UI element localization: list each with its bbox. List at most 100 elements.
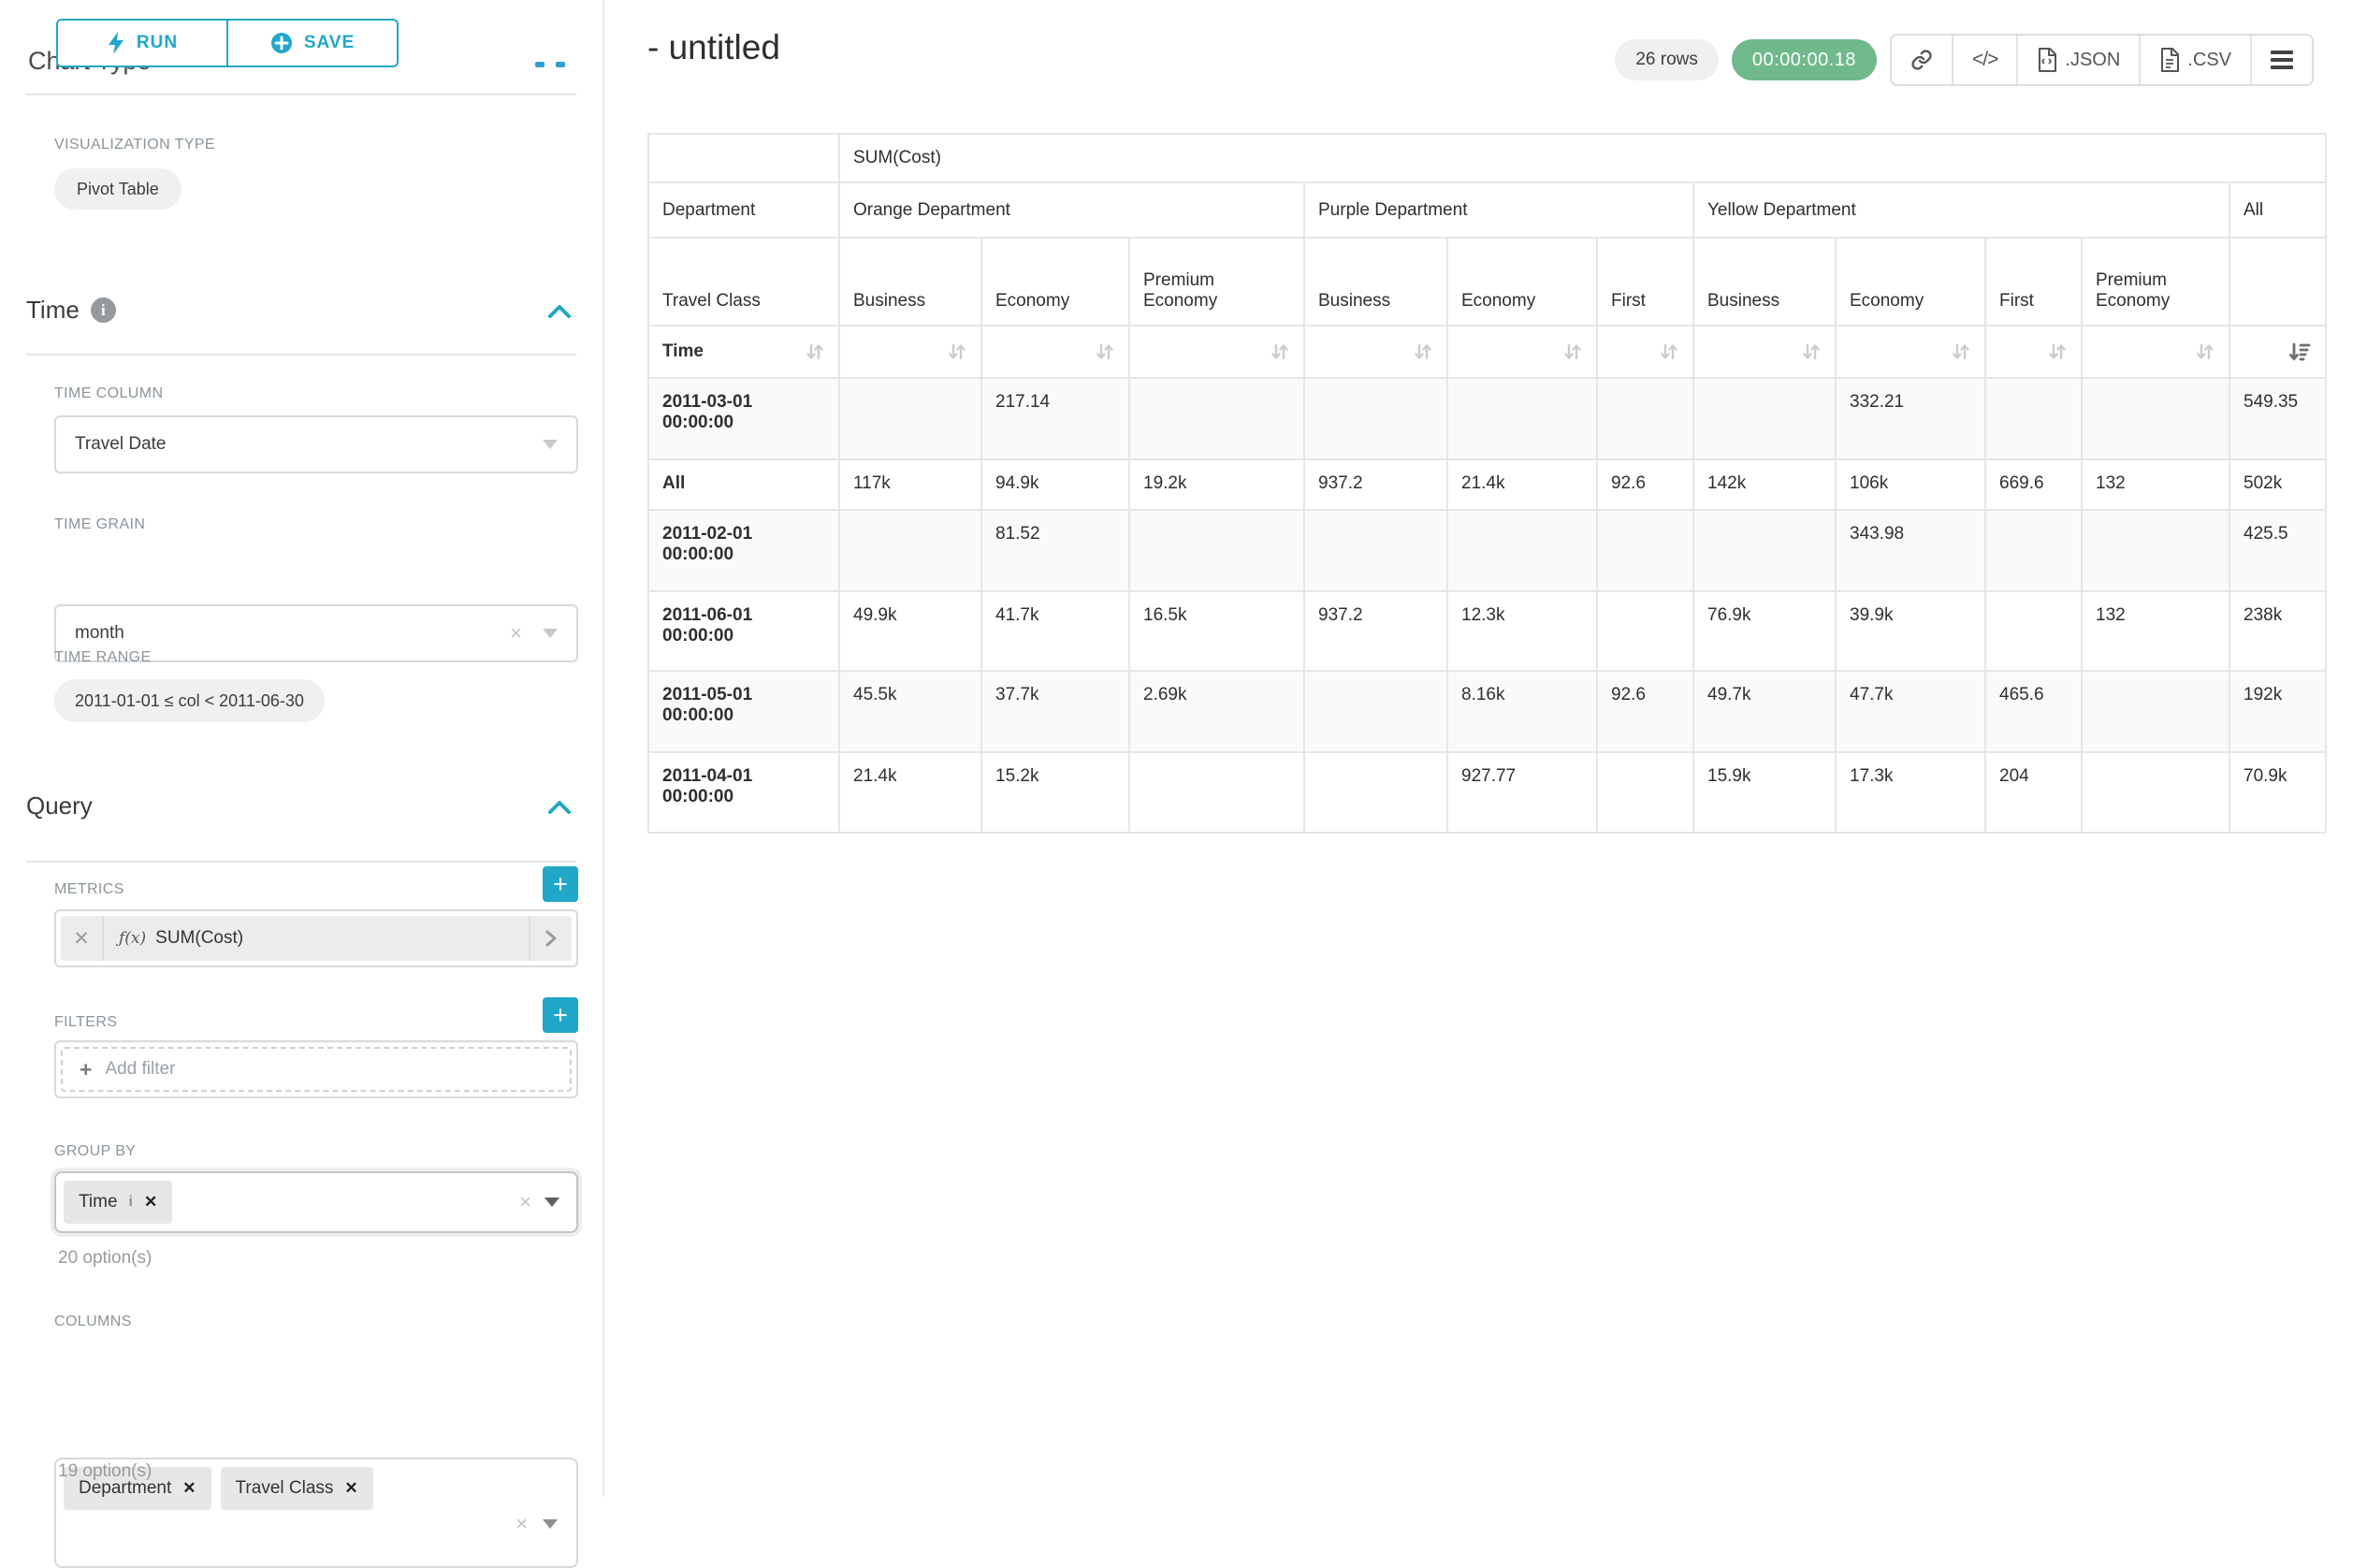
table-row: 2011-06-01 00:00:00 49.9k 41.7k 16.5k 937.2 1… — [647, 590, 2327, 672]
pivot-value-cell: 549.35 — [2229, 377, 2327, 460]
sort-icon[interactable] — [805, 341, 825, 362]
time-axis-label: Time — [662, 341, 704, 361]
remove-metric-icon[interactable]: ✕ — [61, 916, 104, 961]
pill-label: Travel Class — [235, 1478, 334, 1498]
pivot-value-cell: 238k — [2229, 590, 2327, 672]
sort-icon[interactable] — [1270, 341, 1290, 362]
sort-icon[interactable] — [1562, 341, 1583, 362]
add-metric-button[interactable]: + — [543, 866, 578, 902]
remove-pill-icon[interactable]: ✕ — [182, 1479, 196, 1497]
pivot-value-cell: 669.6 — [1984, 458, 2083, 511]
pivot-row-label: All — [647, 458, 840, 511]
chart-type-caret-icon[interactable] — [556, 62, 565, 67]
metric-pill[interactable]: ✕ ƒ(x) SUM(Cost) — [61, 916, 572, 961]
remove-pill-icon[interactable]: ✕ — [344, 1479, 358, 1497]
pivot-value-cell: 142k — [1692, 458, 1837, 511]
menu-icon — [2271, 51, 2293, 69]
chevron-up-icon[interactable] — [546, 799, 573, 820]
time-grain-select[interactable]: month × — [54, 604, 578, 662]
column-sort-header[interactable] — [838, 325, 982, 379]
department-group-header: Orange Department — [838, 181, 1305, 239]
pivot-value-cell: 17.3k — [1835, 751, 1986, 834]
sort-icon[interactable] — [947, 341, 967, 362]
caret-down-icon — [543, 629, 558, 638]
chart-type-search-icon[interactable] — [535, 62, 545, 67]
clear-icon[interactable]: × — [519, 1190, 531, 1213]
column-sort-header[interactable] — [1835, 325, 1986, 379]
column-sort-header[interactable] — [1446, 325, 1598, 379]
clear-icon[interactable]: × — [516, 1512, 528, 1535]
pivot-value-cell: 39.9k — [1835, 590, 1986, 672]
time-grain-label: TIME GRAIN — [54, 516, 146, 532]
remove-pill-icon[interactable]: ✕ — [143, 1193, 158, 1211]
time-column-label: TIME COLUMN — [54, 385, 164, 401]
pivot-value-cell — [1446, 377, 1598, 460]
travel-class-header: First — [1596, 237, 1694, 327]
department-group-header: All — [2229, 181, 2327, 239]
pivot-value-cell — [1303, 377, 1448, 460]
pivot-value-cell: 106k — [1835, 458, 1986, 511]
sort-icon[interactable] — [1413, 341, 1433, 362]
export-json-button[interactable]: .JSON — [2016, 36, 2140, 84]
sort-descending-icon[interactable] — [2287, 341, 2312, 362]
department-group-header: Yellow Department — [1692, 181, 2230, 239]
view-query-button[interactable]: </> — [1952, 36, 2017, 84]
share-link-button[interactable] — [1892, 36, 1953, 84]
export-toolbar: </> .JSON .CSV — [1890, 34, 2314, 86]
info-icon[interactable]: i — [90, 298, 116, 323]
time-column-select[interactable]: Travel Date — [54, 415, 578, 473]
time-range-pill[interactable]: 2011-01-01 ≤ col < 2011-06-30 — [54, 679, 325, 722]
clear-icon[interactable]: × — [510, 621, 522, 645]
group-by-label: GROUP BY — [54, 1143, 137, 1159]
link-icon — [1910, 49, 1933, 71]
export-csv-button[interactable]: .CSV — [2139, 36, 2250, 84]
group-by-options-hint: 20 option(s) — [58, 1248, 152, 1268]
pivot-value-cell: 49.7k — [1692, 670, 1837, 753]
sort-icon[interactable] — [2047, 341, 2068, 362]
column-sort-header[interactable] — [2229, 325, 2327, 379]
column-sort-header[interactable] — [1128, 325, 1305, 379]
sort-icon[interactable] — [1951, 341, 1971, 362]
save-button[interactable]: SAVE — [226, 21, 397, 65]
visualization-type-pill[interactable]: Pivot Table — [54, 168, 182, 210]
sort-icon[interactable] — [1801, 341, 1822, 362]
info-icon: i — [128, 1194, 133, 1210]
column-sort-header[interactable] — [1596, 325, 1694, 379]
section-divider — [26, 94, 576, 95]
add-filter-plus-button[interactable]: + — [543, 997, 578, 1033]
pivot-value-cell: 94.9k — [980, 458, 1130, 511]
pivot-row-label: 2011-04-01 00:00:00 — [647, 751, 840, 834]
pivot-value-cell — [2081, 377, 2230, 460]
column-sort-header[interactable] — [1984, 325, 2083, 379]
caret-down-icon — [543, 1519, 558, 1529]
sort-icon[interactable] — [1095, 341, 1115, 362]
pivot-value-cell: 81.52 — [980, 509, 1130, 592]
chevron-up-icon[interactable] — [546, 303, 573, 325]
pivot-value-cell — [1128, 377, 1305, 460]
selected-value-pill[interactable]: Time i ✕ — [64, 1181, 173, 1224]
pivot-value-cell: 92.6 — [1596, 458, 1694, 511]
section-divider — [26, 354, 576, 356]
chevron-right-icon[interactable] — [529, 916, 572, 961]
pivot-value-cell: 16.5k — [1128, 590, 1305, 672]
pivot-value-cell — [1303, 670, 1448, 753]
sort-icon[interactable] — [2195, 341, 2215, 362]
pivot-value-cell: 21.4k — [1446, 458, 1598, 511]
query-section-title: Query — [26, 791, 93, 820]
column-sort-header[interactable] — [1692, 325, 1837, 379]
add-filter-button[interactable]: + Add filter — [61, 1047, 572, 1092]
row-count-badge: 26 rows — [1615, 39, 1719, 80]
column-sort-header[interactable] — [2081, 325, 2230, 379]
pivot-row-label: 2011-06-01 00:00:00 — [647, 590, 840, 672]
selected-value-pill[interactable]: Travel Class ✕ — [220, 1467, 373, 1510]
column-sort-header[interactable] — [980, 325, 1130, 379]
pivot-value-cell: 37.7k — [980, 670, 1130, 753]
columns-label: COLUMNS — [54, 1314, 132, 1329]
run-button[interactable]: RUN — [58, 21, 226, 65]
menu-button[interactable] — [2250, 36, 2312, 84]
sort-icon[interactable] — [1659, 341, 1679, 362]
pivot-value-cell — [1128, 509, 1305, 592]
time-sort-header[interactable]: Time — [647, 325, 840, 379]
column-sort-header[interactable] — [1303, 325, 1448, 379]
group-by-select[interactable]: Time i ✕ × — [54, 1171, 578, 1233]
